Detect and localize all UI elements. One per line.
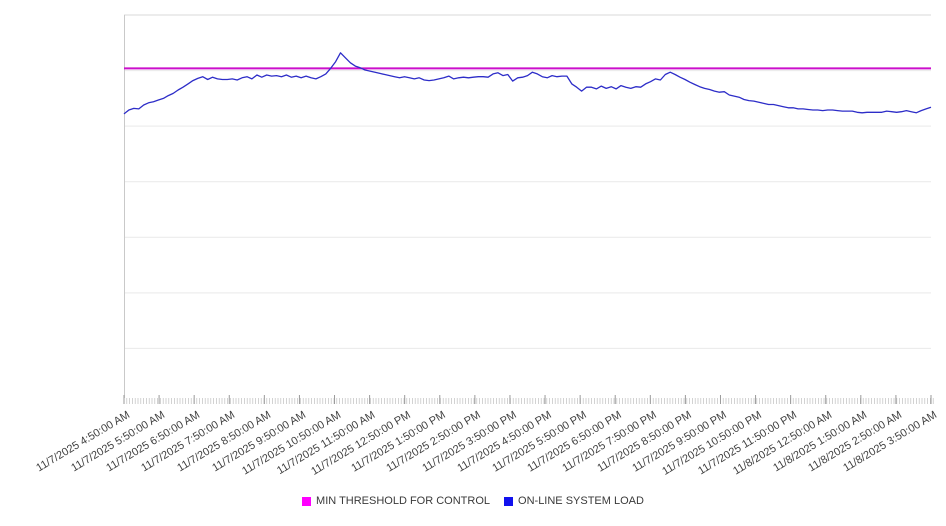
- chart-canvas: [123, 14, 934, 404]
- legend-label: ON-LINE SYSTEM LOAD: [518, 495, 644, 507]
- online-system-load-line: [123, 52, 932, 115]
- legend-swatch-magenta-icon: [302, 496, 312, 506]
- chart-legend: MIN THRESHOLD FOR CONTROL ON-LINE SYSTEM…: [0, 495, 946, 507]
- legend-item-online-system-load[interactable]: ON-LINE SYSTEM LOAD: [504, 495, 644, 507]
- legend-swatch-blue-icon: [504, 496, 514, 506]
- legend-label: MIN THRESHOLD FOR CONTROL: [316, 495, 491, 507]
- legend-item-min-threshold[interactable]: MIN THRESHOLD FOR CONTROL: [302, 495, 490, 507]
